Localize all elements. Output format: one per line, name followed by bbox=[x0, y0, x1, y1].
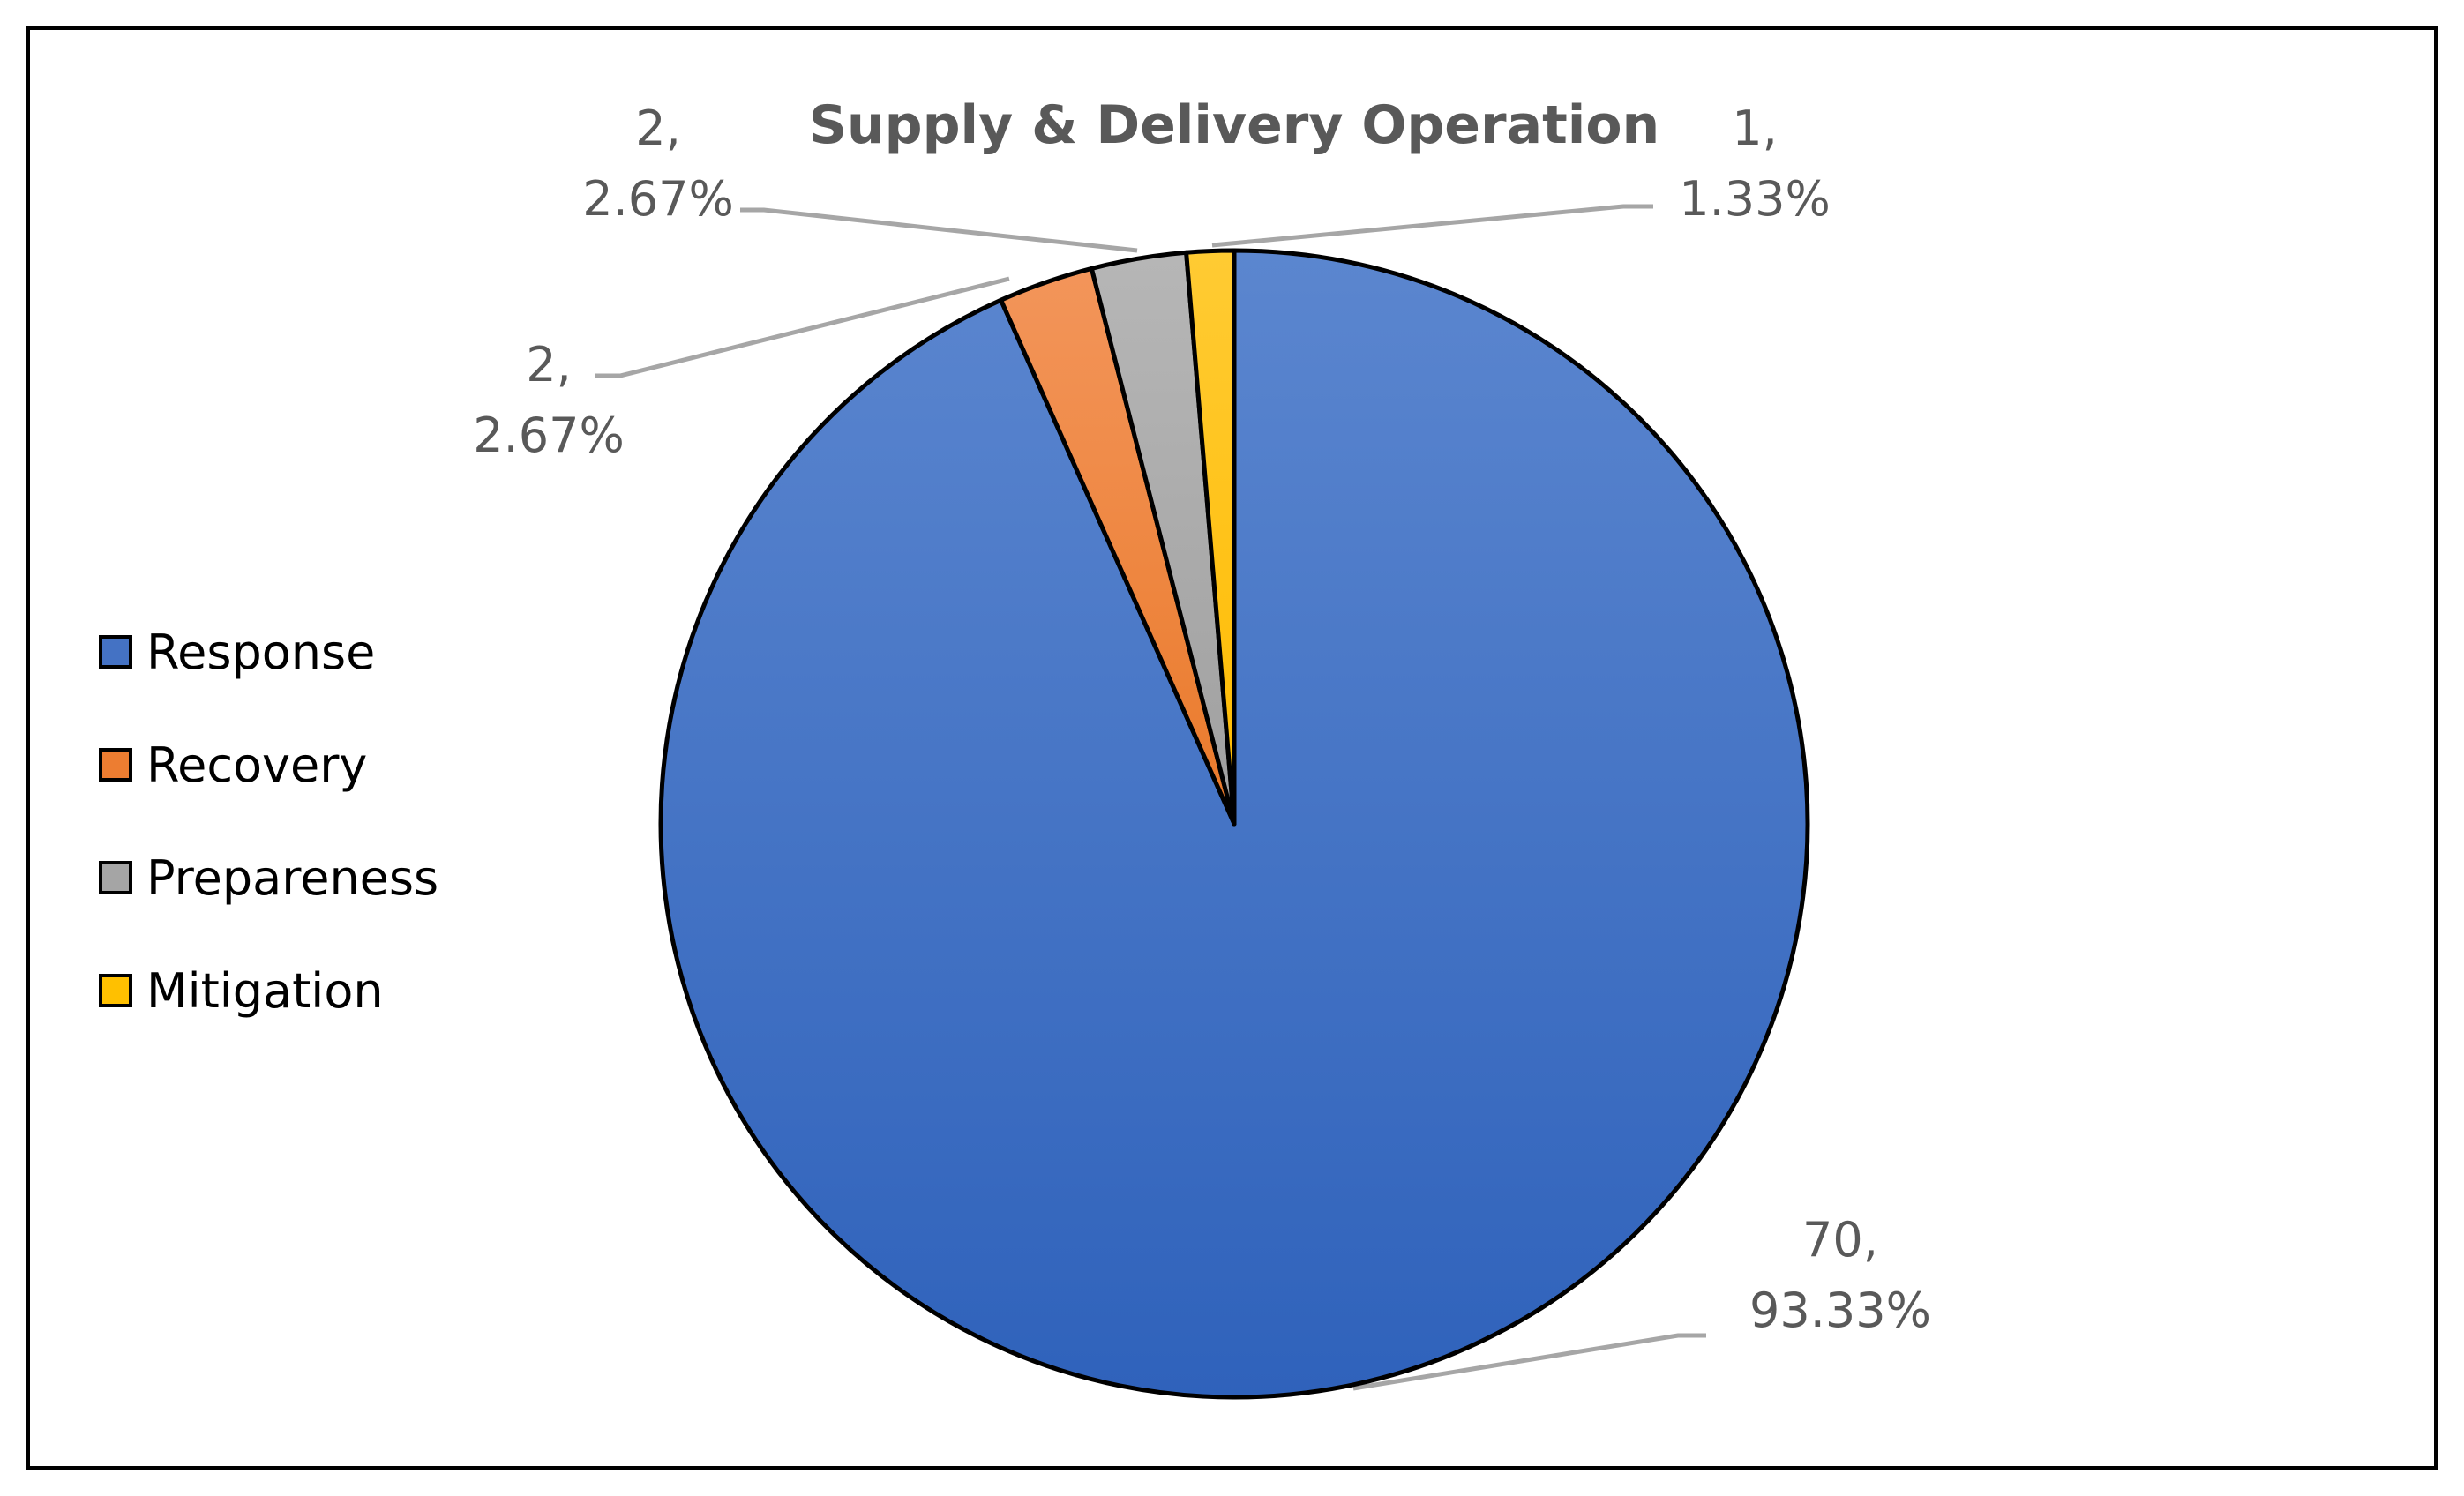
legend-label-prepareness: Prepareness bbox=[146, 850, 438, 906]
legend-item-prepareness[interactable]: Prepareness bbox=[99, 850, 438, 906]
leader-line-prepareness bbox=[740, 207, 1138, 253]
legend-swatch-response bbox=[99, 635, 132, 669]
data-label-recovery-percent: 2.67% bbox=[473, 408, 625, 463]
leader-line-recovery bbox=[595, 276, 1010, 378]
data-label-response-value: 70, bbox=[1802, 1212, 1878, 1268]
pie-slice-mitigation[interactable] bbox=[1184, 248, 1237, 827]
pie-slices bbox=[658, 248, 1810, 1400]
data-label-response: 70, 93.33% bbox=[1749, 1212, 1931, 1338]
leader-line-response bbox=[1352, 1333, 1706, 1391]
chart-frame: Supply & Delivery Operation 70, 93.33% 2… bbox=[26, 26, 2438, 1470]
chart-title: Supply & Delivery Operation bbox=[809, 94, 1660, 156]
data-labels: 70, 93.33% 2, 2.67% 2, 2.67% 1, 1.33% bbox=[473, 101, 1931, 1338]
leader-lines bbox=[595, 204, 1706, 1391]
data-label-prepareness-value: 2, bbox=[635, 101, 681, 156]
data-label-recovery-value: 2, bbox=[526, 337, 572, 393]
legend-item-response[interactable]: Response bbox=[99, 625, 375, 680]
pie-chart: Supply & Delivery Operation 70, 93.33% 2… bbox=[99, 94, 1931, 1400]
data-label-prepareness: 2, 2.67% bbox=[582, 101, 734, 227]
data-label-mitigation: 1, 1.33% bbox=[1679, 101, 1831, 227]
data-label-prepareness-percent: 2.67% bbox=[582, 171, 734, 227]
leader-line-mitigation bbox=[1211, 204, 1653, 248]
legend-swatch-prepareness bbox=[99, 861, 132, 894]
legend-item-mitigation[interactable]: Mitigation bbox=[99, 963, 384, 1019]
legend-item-recovery[interactable]: Recovery bbox=[99, 737, 367, 793]
legend-label-mitigation: Mitigation bbox=[146, 963, 384, 1019]
legend-label-recovery: Recovery bbox=[146, 737, 367, 793]
legend-swatch-recovery bbox=[99, 748, 132, 782]
data-label-recovery: 2, 2.67% bbox=[473, 337, 625, 463]
legend-swatch-mitigation bbox=[99, 974, 132, 1007]
legend-label-response: Response bbox=[146, 625, 375, 680]
data-label-response-percent: 93.33% bbox=[1749, 1283, 1931, 1338]
legend: Response Recovery Prepareness Mitigation bbox=[99, 625, 438, 1019]
data-label-mitigation-value: 1, bbox=[1732, 101, 1778, 156]
data-label-mitigation-percent: 1.33% bbox=[1679, 171, 1831, 227]
